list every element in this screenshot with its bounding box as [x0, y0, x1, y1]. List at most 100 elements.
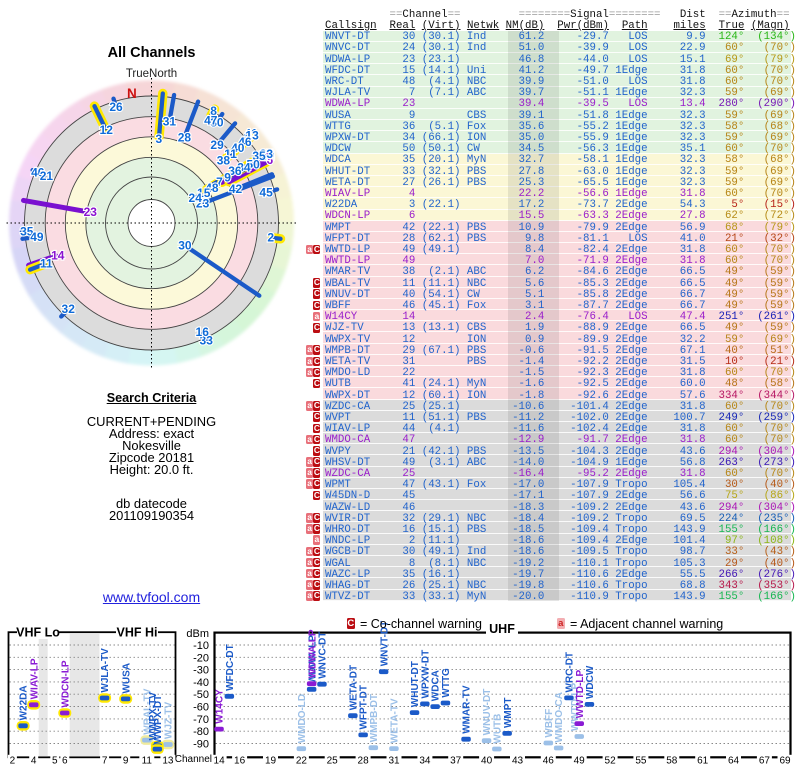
svg-text:33: 33 — [200, 333, 214, 347]
svg-text:52: 52 — [605, 755, 617, 766]
svg-text:16: 16 — [196, 325, 210, 339]
svg-text:34: 34 — [419, 755, 431, 766]
svg-text:WBFF: WBFF — [544, 709, 555, 738]
svg-text:35: 35 — [252, 149, 266, 163]
svg-text:61: 61 — [697, 755, 709, 766]
svg-text:WETA-DT: WETA-DT — [348, 665, 359, 710]
svg-text:-30: -30 — [193, 665, 209, 677]
svg-text:49: 49 — [574, 755, 586, 766]
svg-text:58: 58 — [666, 755, 678, 766]
svg-text:WRC-DT: WRC-DT — [565, 652, 576, 693]
svg-text:15: 15 — [197, 186, 211, 200]
svg-text:-60: -60 — [193, 702, 209, 714]
svg-text:11: 11 — [224, 147, 237, 161]
svg-text:WJZ-TV: WJZ-TV — [164, 702, 175, 740]
svg-text:25: 25 — [261, 149, 275, 163]
svg-text:22: 22 — [296, 755, 308, 766]
svg-text:WDWA-LP: WDWA-LP — [307, 629, 318, 678]
svg-text:W14CY: W14CY — [215, 689, 226, 724]
svg-text:WNUV-DT: WNUV-DT — [482, 689, 493, 736]
svg-text:-10: -10 — [193, 640, 209, 652]
svg-text:W22DA: W22DA — [19, 685, 30, 720]
svg-text:2: 2 — [267, 231, 274, 245]
svg-text:WHUT-DT: WHUT-DT — [410, 661, 421, 707]
svg-text:46: 46 — [238, 135, 252, 149]
svg-text:11: 11 — [40, 256, 53, 270]
svg-text:67: 67 — [759, 755, 771, 766]
svg-text:-70: -70 — [193, 714, 209, 726]
svg-text:6: 6 — [62, 755, 68, 766]
svg-text:32: 32 — [62, 302, 76, 316]
svg-text:45: 45 — [259, 185, 273, 199]
svg-text:31: 31 — [163, 115, 177, 129]
svg-text:9: 9 — [224, 170, 231, 184]
svg-text:46: 46 — [543, 755, 555, 766]
svg-text:-40: -40 — [193, 677, 209, 689]
svg-text:11: 11 — [142, 755, 153, 766]
svg-text:42: 42 — [229, 182, 243, 196]
svg-text:WWTD-LP: WWTD-LP — [575, 670, 586, 719]
svg-text:47: 47 — [261, 149, 275, 163]
svg-text:WDCW: WDCW — [585, 665, 596, 699]
svg-text:6: 6 — [266, 153, 273, 167]
svg-text:30: 30 — [178, 239, 192, 253]
svg-text:38: 38 — [217, 154, 231, 168]
svg-text:46: 46 — [31, 165, 45, 179]
svg-text:50: 50 — [246, 157, 260, 171]
svg-text:16: 16 — [234, 755, 246, 766]
svg-text:49: 49 — [261, 149, 275, 163]
svg-text:23: 23 — [84, 205, 98, 219]
svg-text:WMPB-DT: WMPB-DT — [369, 694, 380, 742]
svg-text:-50: -50 — [193, 689, 209, 701]
svg-text:33: 33 — [260, 147, 274, 161]
svg-text:2: 2 — [10, 755, 16, 766]
svg-text:30: 30 — [210, 115, 224, 129]
svg-text:-20: -20 — [193, 652, 209, 664]
svg-text:5: 5 — [52, 755, 58, 766]
svg-text:WUTB: WUTB — [493, 714, 504, 744]
svg-text:WDCN-LP: WDCN-LP — [60, 660, 71, 708]
svg-text:4: 4 — [264, 149, 271, 163]
svg-text:43: 43 — [512, 755, 524, 766]
svg-text:41: 41 — [244, 126, 258, 140]
svg-text:40: 40 — [231, 141, 245, 155]
svg-text:49: 49 — [261, 149, 275, 163]
svg-text:WWPX-TV: WWPX-TV — [148, 692, 159, 741]
svg-text:WFPT-DT: WFPT-DT — [359, 685, 370, 729]
svg-text:37: 37 — [450, 755, 462, 766]
svg-text:29: 29 — [210, 138, 224, 152]
svg-text:48: 48 — [205, 181, 219, 195]
svg-text:-80: -80 — [193, 726, 209, 738]
svg-text:12: 12 — [100, 123, 114, 137]
svg-text:25: 25 — [261, 149, 275, 163]
svg-text:35: 35 — [20, 225, 34, 239]
svg-text:WMDO-LD: WMDO-LD — [297, 694, 308, 743]
svg-text:28: 28 — [178, 130, 192, 144]
svg-text:WMPT: WMPT — [503, 697, 514, 728]
svg-text:WPXW-DT: WPXW-DT — [421, 650, 432, 699]
svg-text:WNVC-DT: WNVC-DT — [318, 632, 329, 679]
svg-text:7: 7 — [102, 755, 108, 766]
svg-text:WETA-TV: WETA-TV — [390, 698, 401, 743]
svg-text:WMAR-TV: WMAR-TV — [462, 685, 473, 734]
svg-text:WUSA: WUSA — [121, 663, 132, 694]
svg-text:WFDC-DT: WFDC-DT — [225, 644, 236, 691]
svg-text:22: 22 — [261, 149, 275, 163]
svg-text:28: 28 — [358, 755, 370, 766]
svg-text:36: 36 — [228, 164, 242, 178]
svg-text:49: 49 — [30, 230, 44, 244]
svg-text:40: 40 — [481, 755, 493, 766]
svg-text:27: 27 — [260, 147, 274, 161]
svg-text:25: 25 — [327, 755, 339, 766]
svg-text:55: 55 — [635, 755, 647, 766]
svg-text:WNVT-DT: WNVT-DT — [379, 621, 390, 667]
svg-text:14: 14 — [51, 248, 65, 262]
svg-text:VHF Lo: VHF Lo — [16, 626, 60, 640]
svg-text:69: 69 — [779, 755, 791, 766]
svg-text:44: 44 — [261, 149, 275, 163]
svg-text:64: 64 — [728, 755, 740, 766]
svg-text:-90: -90 — [193, 739, 209, 751]
svg-text:4: 4 — [31, 755, 37, 766]
svg-text:24: 24 — [189, 191, 203, 205]
svg-text:dBm: dBm — [186, 628, 209, 640]
